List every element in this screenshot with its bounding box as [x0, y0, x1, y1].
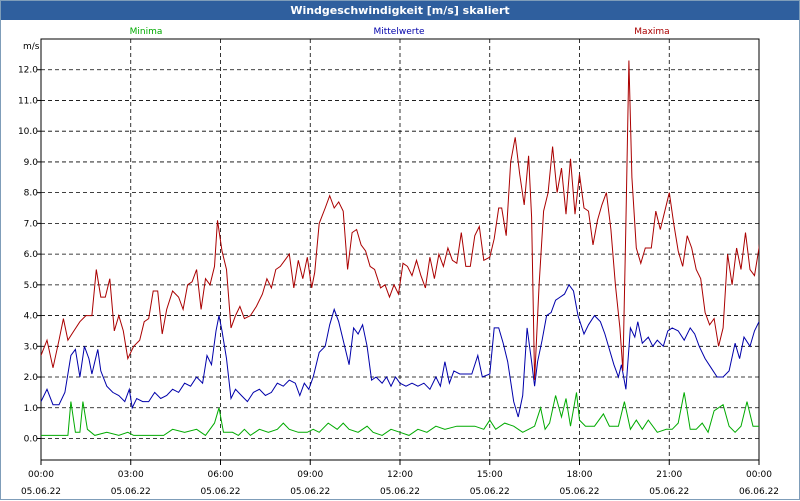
- y-tick-label: 7.0: [24, 219, 39, 229]
- x-tick-time: 18:00: [567, 470, 593, 480]
- x-tick-time: 03:00: [118, 470, 144, 480]
- x-tick-time: 15:00: [477, 470, 503, 480]
- x-tick-time: 06:00: [208, 470, 234, 480]
- x-tick-date: 05.06.22: [649, 487, 689, 497]
- y-tick-label: 5.0: [24, 281, 39, 291]
- legend-maxima: Maxima: [634, 27, 669, 37]
- y-tick-label: 1.0: [24, 404, 39, 414]
- y-tick-label: 10.0: [18, 127, 38, 137]
- series-line-minima: [41, 392, 759, 437]
- y-tick-label: 12.0: [18, 66, 38, 76]
- x-tick-date: 05.06.22: [290, 487, 330, 497]
- x-tick-date: 05.06.22: [559, 487, 599, 497]
- x-tick-date: 05.06.22: [21, 487, 61, 497]
- legend-mittelwerte: Mittelwerte: [373, 27, 424, 37]
- legend-minima: Minima: [130, 27, 163, 37]
- x-tick-time: 21:00: [656, 470, 682, 480]
- x-tick-date: 05.06.22: [111, 487, 151, 497]
- y-tick-label: 0.0: [24, 434, 39, 444]
- x-tick-date: 05.06.22: [380, 487, 420, 497]
- y-tick-label: 8.0: [24, 189, 39, 199]
- y-tick-label: 4.0: [24, 312, 39, 322]
- x-tick-date: 06.06.22: [739, 487, 779, 497]
- chart-title: Windgeschwindigkeit [m/s] skaliert: [1, 1, 799, 20]
- x-tick-date: 05.06.22: [200, 487, 240, 497]
- x-tick-date: 05.06.22: [470, 487, 510, 497]
- x-tick-time: 12:00: [387, 470, 413, 480]
- series-line-mittelwerte: [41, 283, 759, 418]
- y-tick-label: 11.0: [18, 96, 38, 106]
- y-tick-label: 9.0: [24, 158, 39, 168]
- x-tick-time: 09:00: [297, 470, 323, 480]
- y-axis-label: m/s: [23, 42, 40, 52]
- y-tick-label: 3.0: [24, 342, 39, 352]
- y-tick-label: 6.0: [24, 250, 39, 260]
- series-line-maxima: [41, 60, 759, 381]
- y-tick-label: 2.0: [24, 373, 39, 383]
- x-tick-time: 00:00: [746, 470, 772, 480]
- x-tick-time: 00:00: [28, 470, 54, 480]
